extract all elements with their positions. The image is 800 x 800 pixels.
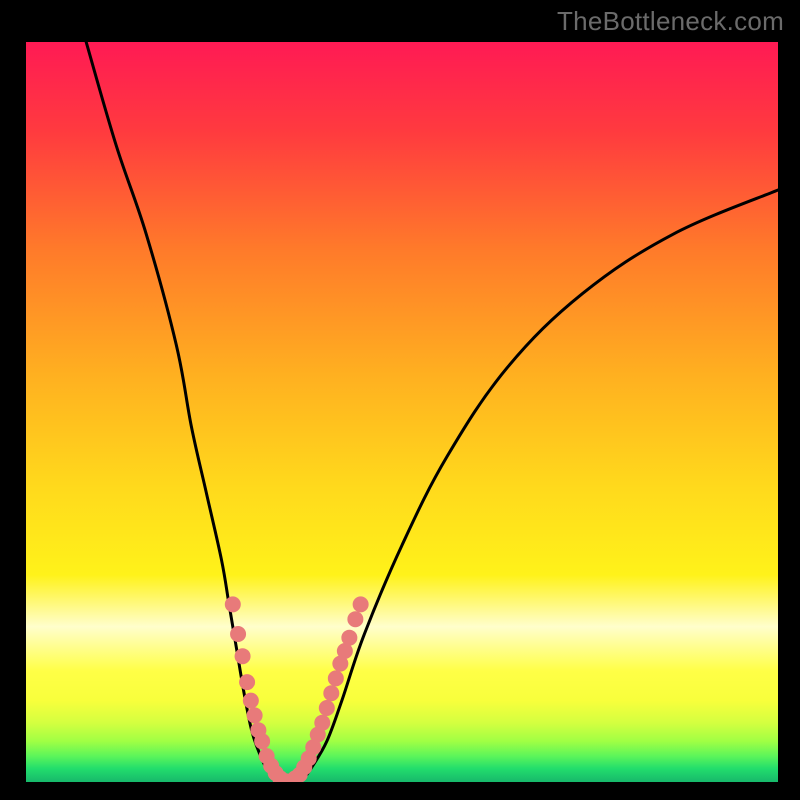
bottleneck-chart <box>26 42 778 782</box>
curve-marker <box>230 626 246 642</box>
curve-marker <box>239 674 255 690</box>
curve-marker <box>225 596 241 612</box>
curve-marker <box>247 707 263 723</box>
curve-marker <box>341 630 357 646</box>
chart-background <box>26 42 778 782</box>
curve-marker <box>347 611 363 627</box>
watermark-label: TheBottleneck.com <box>557 6 784 37</box>
curve-marker <box>328 670 344 686</box>
curve-marker <box>243 693 259 709</box>
curve-marker <box>353 596 369 612</box>
curve-marker <box>323 685 339 701</box>
curve-marker <box>235 648 251 664</box>
curve-marker <box>254 733 270 749</box>
curve-marker <box>319 700 335 716</box>
chart-plot-area <box>26 42 778 782</box>
curve-marker <box>314 715 330 731</box>
